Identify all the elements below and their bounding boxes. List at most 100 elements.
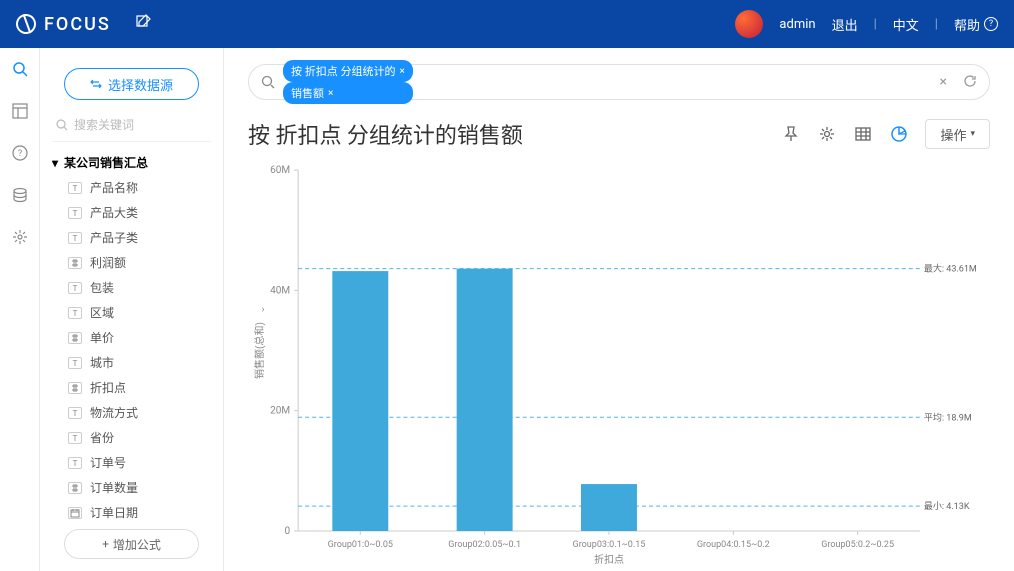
field-type-icon: T <box>68 457 82 469</box>
lang-link[interactable]: 中文 <box>893 15 919 34</box>
field-type-icon <box>68 482 82 494</box>
select-datasource-button[interactable]: 选择数据源 <box>64 68 199 100</box>
caret-down-icon: ▾ <box>52 156 58 170</box>
svg-text:40M: 40M <box>270 285 290 296</box>
bar-chart: 020M40M60M最大: 43.61M平均: 18.9M最小: 4.13KGr… <box>248 158 990 571</box>
field-label: 订单日期 <box>90 504 138 521</box>
field-label: 利润额 <box>90 254 126 271</box>
logo-icon <box>13 11 39 37</box>
field-item[interactable]: T 物流方式 <box>52 400 211 425</box>
field-item[interactable]: 折扣点 <box>52 375 211 400</box>
query-bar[interactable]: 按 折扣点 分组统计的×销售额× × <box>248 64 990 100</box>
app-header: FOCUS admin 退出 | 中文 | 帮助 ? <box>0 0 1014 48</box>
operations-button[interactable]: 操作 ▾ <box>925 119 990 149</box>
field-type-icon: T <box>68 282 82 294</box>
svg-text:最大: 43.61M: 最大: 43.61M <box>924 263 977 275</box>
help-link[interactable]: 帮助 ? <box>954 15 998 34</box>
field-item[interactable]: 利润额 <box>52 250 211 275</box>
divider: | <box>874 17 877 32</box>
field-type-icon: T <box>68 232 82 244</box>
pin-icon[interactable] <box>781 124 801 144</box>
rail-help-icon[interactable]: ? <box>11 144 29 162</box>
svg-text:折扣点: 折扣点 <box>594 553 624 566</box>
field-item[interactable]: 订单数量 <box>52 475 211 500</box>
chip-remove-icon[interactable]: × <box>328 88 333 99</box>
svg-text:T: T <box>73 234 78 243</box>
field-label: 产品子类 <box>90 229 138 246</box>
field-item[interactable]: T 订单号 <box>52 450 211 475</box>
field-search-input[interactable]: 搜索关键词 <box>52 108 211 142</box>
clear-icon[interactable]: × <box>940 74 947 90</box>
svg-text:›: › <box>262 304 265 315</box>
field-label: 订单号 <box>90 454 126 471</box>
field-type-icon: T <box>68 407 82 419</box>
main-panel: 按 折扣点 分组统计的×销售额× × 按 折扣点 分组统计的销售额 操作 ▾ 0… <box>224 48 1014 571</box>
svg-text:T: T <box>73 409 78 418</box>
chart-icon[interactable] <box>889 124 909 144</box>
query-chip[interactable]: 按 折扣点 分组统计的× <box>283 60 413 82</box>
field-type-icon <box>68 382 82 394</box>
username[interactable]: admin <box>779 17 815 32</box>
svg-text:T: T <box>73 184 78 193</box>
field-item[interactable]: 单价 <box>52 325 211 350</box>
svg-text:Group04:0.15~0.2: Group04:0.15~0.2 <box>697 540 770 550</box>
svg-text:T: T <box>73 434 78 443</box>
field-type-icon <box>68 507 82 519</box>
svg-text:Group02:0.05~0.1: Group02:0.05~0.1 <box>448 540 521 550</box>
field-item[interactable]: 订单日期 <box>52 500 211 521</box>
svg-text:T: T <box>73 309 78 318</box>
field-item[interactable]: T 产品子类 <box>52 225 211 250</box>
page-title: 按 折扣点 分组统计的销售额 <box>248 118 523 150</box>
field-type-icon <box>68 257 82 269</box>
svg-text:Group01:0~0.05: Group01:0~0.05 <box>328 540 393 550</box>
field-label: 单价 <box>90 329 114 346</box>
logo[interactable]: FOCUS <box>16 14 111 35</box>
svg-text:?: ? <box>17 149 21 159</box>
compose-icon[interactable] <box>135 14 151 34</box>
field-item[interactable]: T 区域 <box>52 300 211 325</box>
table-icon[interactable] <box>853 124 873 144</box>
field-item[interactable]: T 省份 <box>52 425 211 450</box>
tree-root[interactable]: ▾ 某公司销售汇总 <box>52 150 211 175</box>
refresh-icon[interactable] <box>963 73 977 92</box>
svg-text:平均: 18.9M: 平均: 18.9M <box>924 411 972 423</box>
header-right: admin 退出 | 中文 | 帮助 ? <box>735 10 998 38</box>
svg-text:Group05:0.2~0.25: Group05:0.2~0.25 <box>821 540 894 550</box>
field-label: 产品大类 <box>90 204 138 221</box>
title-actions: 操作 ▾ <box>781 119 990 149</box>
rail-settings-icon[interactable] <box>11 228 29 246</box>
svg-text:T: T <box>73 284 78 293</box>
avatar[interactable] <box>735 10 763 38</box>
field-label: 省份 <box>90 429 114 446</box>
rail-dashboard-icon[interactable] <box>11 102 29 120</box>
rail-data-icon[interactable] <box>11 186 29 204</box>
chart-area: 020M40M60M最大: 43.61M平均: 18.9M最小: 4.13KGr… <box>248 158 990 571</box>
search-icon <box>56 119 68 131</box>
field-label: 订单数量 <box>90 479 138 496</box>
field-label: 区域 <box>90 304 114 321</box>
swap-icon <box>90 78 102 90</box>
rail-search-icon[interactable] <box>11 60 29 78</box>
field-item[interactable]: T 产品名称 <box>52 175 211 200</box>
help-icon: ? <box>984 17 998 31</box>
field-label: 城市 <box>90 354 114 371</box>
field-item[interactable]: T产品大类 <box>52 200 211 225</box>
settings-icon[interactable] <box>817 124 837 144</box>
svg-text:0: 0 <box>284 526 290 537</box>
field-type-icon: T <box>68 182 82 194</box>
query-chip[interactable]: 销售额× <box>283 82 413 104</box>
search-icon <box>261 75 275 89</box>
chevron-down-icon: ▾ <box>970 129 975 139</box>
field-type-icon: T <box>68 357 82 369</box>
field-label: 产品名称 <box>90 179 138 196</box>
svg-text:最小: 4.13K: 最小: 4.13K <box>924 501 970 512</box>
field-label: 物流方式 <box>90 404 138 421</box>
field-type-icon <box>68 332 82 344</box>
field-item[interactable]: T 城市 <box>52 350 211 375</box>
title-row: 按 折扣点 分组统计的销售额 操作 ▾ <box>248 118 990 150</box>
add-formula-button[interactable]: + 增加公式 <box>64 529 199 559</box>
field-item[interactable]: T 包装 <box>52 275 211 300</box>
chip-remove-icon[interactable]: × <box>399 66 404 77</box>
logout-link[interactable]: 退出 <box>832 15 858 34</box>
field-label: 包装 <box>90 279 114 296</box>
